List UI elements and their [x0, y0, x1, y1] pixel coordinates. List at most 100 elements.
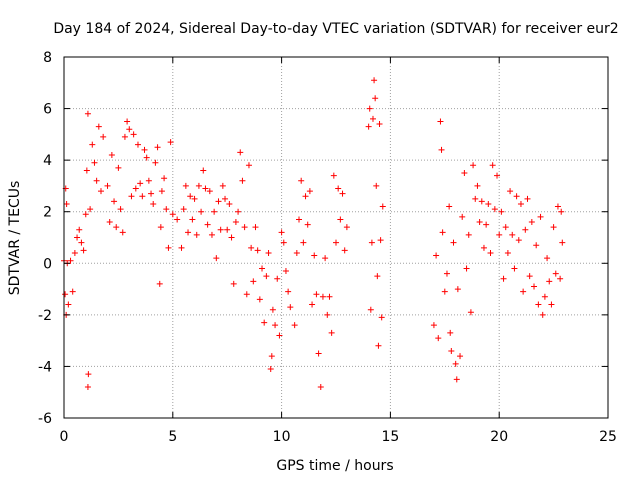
data-point [248, 244, 255, 251]
data-point [185, 229, 192, 236]
data-point [108, 151, 115, 158]
data-point [198, 208, 205, 215]
data-point [476, 219, 483, 226]
data-point [178, 244, 185, 251]
data-point [520, 288, 527, 295]
data-point [544, 255, 551, 262]
data-point [206, 188, 213, 195]
data-point [272, 322, 279, 329]
data-point [134, 141, 141, 148]
data-point [515, 237, 522, 244]
data-point [282, 268, 289, 275]
data-point [222, 195, 229, 202]
data-point [232, 219, 239, 226]
data-point [317, 384, 324, 391]
data-point [65, 301, 72, 308]
data-point [437, 118, 444, 125]
data-point [465, 231, 472, 238]
data-point [367, 306, 374, 313]
data-point [557, 275, 564, 282]
data-point [202, 185, 209, 192]
data-point [80, 247, 87, 254]
data-point [435, 335, 442, 342]
data-point [511, 265, 518, 272]
data-point [443, 270, 450, 277]
data-point [158, 188, 165, 195]
data-point [141, 146, 148, 153]
data-point [267, 366, 274, 373]
data-point [485, 200, 492, 207]
data-point [374, 273, 381, 280]
y-tick-label: -6 [38, 411, 52, 427]
data-point [130, 131, 137, 138]
data-point [535, 301, 542, 308]
data-point [126, 126, 133, 133]
data-point [453, 376, 460, 383]
data-point [85, 371, 92, 378]
data-point [377, 237, 384, 244]
x-tick-label: 0 [60, 429, 69, 445]
data-point [371, 77, 378, 84]
data-point [208, 231, 215, 238]
data-point [450, 239, 457, 246]
data-point [211, 208, 218, 215]
data-point [528, 219, 535, 226]
grid-lines [64, 57, 608, 418]
data-point [228, 234, 235, 241]
data-point [69, 288, 76, 295]
data-point [533, 242, 540, 249]
data-point [343, 224, 350, 231]
data-point [254, 247, 261, 254]
y-tick-label: -2 [38, 308, 52, 324]
data-point [446, 203, 453, 210]
data-point [132, 185, 139, 192]
x-tick-label: 25 [599, 429, 617, 445]
plot-frame [63, 56, 609, 419]
data-point [550, 224, 557, 231]
data-point [106, 219, 113, 226]
data-point [156, 280, 163, 287]
y-axis-label: SDTVAR / TECUs [7, 181, 23, 296]
data-point [82, 211, 89, 218]
data-point [121, 133, 128, 140]
data-point [496, 231, 503, 238]
x-tick-label: 10 [273, 429, 291, 445]
data-point [365, 123, 372, 130]
data-point [472, 195, 479, 202]
data-point [500, 275, 507, 282]
data-point [433, 252, 440, 259]
data-point [478, 198, 485, 205]
data-point [470, 162, 477, 169]
data-point [459, 213, 466, 220]
data-point [324, 311, 331, 318]
data-point [84, 110, 91, 117]
data-point [546, 278, 553, 285]
data-point [235, 208, 242, 215]
data-point [375, 342, 382, 349]
data-point [319, 293, 326, 300]
data-point [84, 384, 91, 391]
data-point [554, 203, 561, 210]
data-point [243, 291, 250, 298]
data-point [261, 319, 268, 326]
data-point [182, 182, 189, 189]
data-point [100, 133, 107, 140]
data-point [195, 182, 202, 189]
data-point [145, 177, 152, 184]
data-point [287, 304, 294, 311]
data-point [366, 105, 373, 112]
x-axis-label: GPS time / hours [276, 458, 393, 474]
data-point [448, 347, 455, 354]
data-point [379, 203, 386, 210]
data-point [559, 239, 566, 246]
data-point [489, 162, 496, 169]
data-point [237, 149, 244, 156]
data-point [378, 314, 385, 321]
data-point [213, 255, 220, 262]
data-point [439, 229, 446, 236]
data-point [373, 182, 380, 189]
data-point [372, 95, 379, 102]
data-point [513, 193, 520, 200]
data-point [494, 172, 501, 179]
data-point [300, 239, 307, 246]
